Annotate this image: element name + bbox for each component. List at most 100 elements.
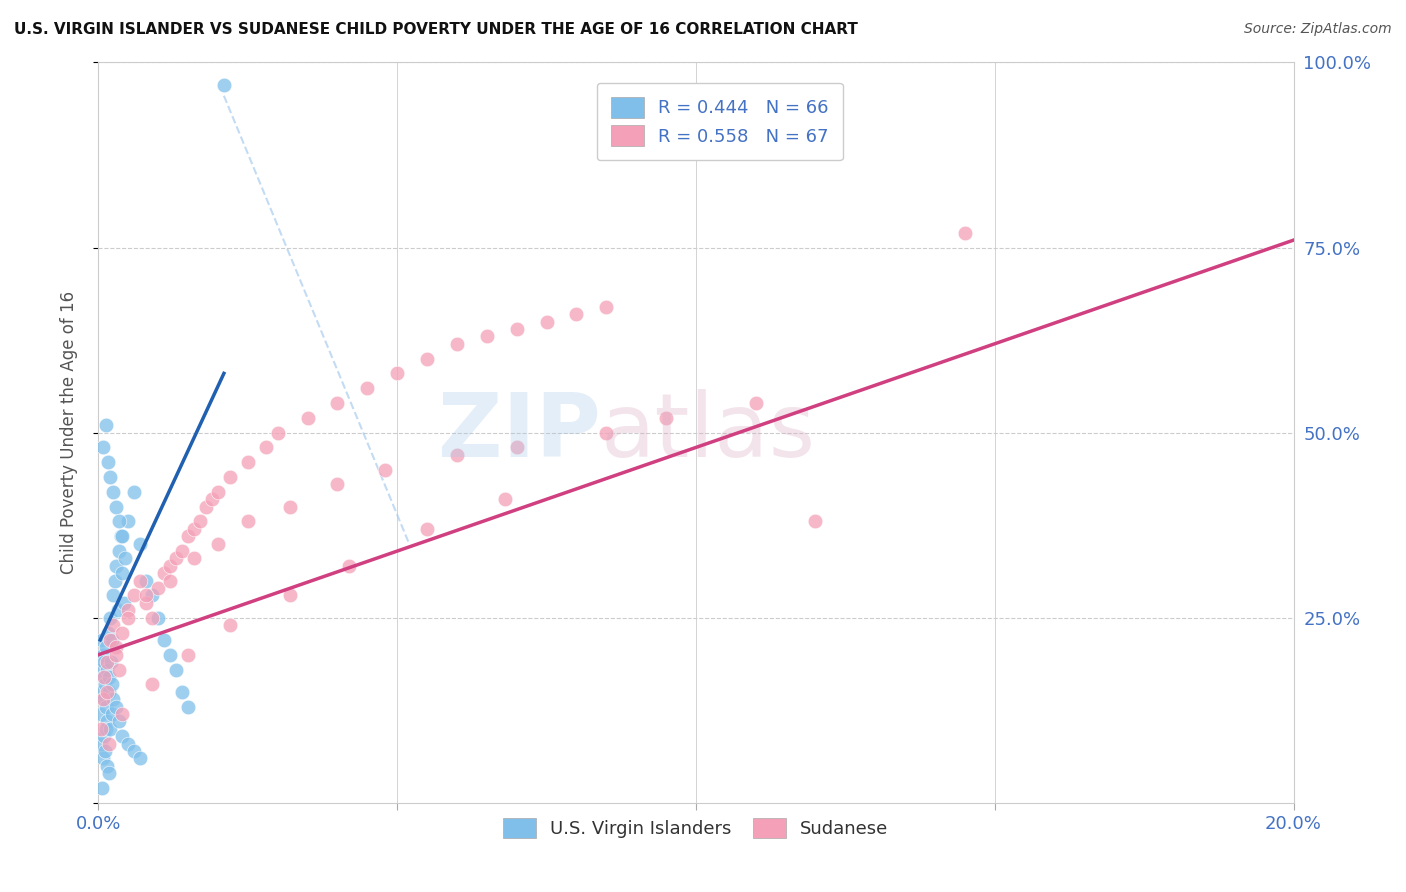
Point [108,714,131,729]
Point [103,484,125,499]
Point [212,78,235,92]
Point [195,500,218,514]
Point [114,551,136,566]
Point [326,477,349,491]
Point [111,729,134,743]
Point [188,515,211,529]
Point [595,300,617,314]
Point [506,441,529,455]
Point [172,685,194,699]
Point [153,566,176,581]
Point [165,551,187,566]
Point [446,448,468,462]
Point [506,322,529,336]
Point [96,655,118,669]
Point [91,780,114,795]
Point [148,581,170,595]
Point [494,492,516,507]
Point [91,751,114,765]
Point [105,558,128,573]
Point [108,515,131,529]
Point [90,663,112,677]
Point [98,722,122,736]
Point [183,522,205,536]
Point [91,632,114,647]
Point [90,722,112,736]
Point [385,367,409,381]
Point [105,500,128,514]
Text: atlas: atlas [600,389,815,476]
Point [135,596,157,610]
Point [565,307,588,321]
Point [98,610,122,624]
Point [207,484,229,499]
Point [100,655,122,669]
Point [96,640,118,655]
Point [159,648,181,662]
Point [141,589,163,603]
Point [172,544,194,558]
Point [112,596,135,610]
Point [141,677,163,691]
Point [98,766,121,780]
Point [96,758,118,772]
Point [177,699,200,714]
Point [110,529,132,543]
Point [93,670,115,684]
Point [103,589,125,603]
Point [117,610,139,624]
Point [124,744,146,758]
Point [111,625,134,640]
Point [165,663,187,677]
Point [374,462,396,476]
Point [108,544,131,558]
Point [159,558,181,573]
Point [100,706,122,721]
Point [101,677,124,691]
Point [117,737,139,751]
Point [94,677,117,691]
Point [91,670,114,684]
Point [278,500,301,514]
Point [236,515,259,529]
Point [97,625,120,640]
Point [446,336,468,351]
Text: Source: ZipAtlas.com: Source: ZipAtlas.com [1244,22,1392,37]
Point [148,610,170,624]
Point [93,655,115,669]
Point [105,699,128,714]
Point [129,536,152,550]
Point [141,610,163,624]
Point [129,574,152,588]
Point [111,566,134,581]
Point [94,418,117,433]
Point [219,618,242,632]
Point [111,529,134,543]
Point [90,706,112,721]
Point [595,425,617,440]
Point [124,484,146,499]
Point [804,515,827,529]
Point [254,441,277,455]
Point [91,692,114,706]
Point [96,685,118,699]
Point [219,470,242,484]
Point [297,410,319,425]
Point [103,574,125,588]
Point [356,381,378,395]
Point [236,455,259,469]
Point [745,396,768,410]
Point [105,640,128,655]
Point [98,737,121,751]
Point [953,226,976,240]
Point [100,632,122,647]
Point [135,574,157,588]
Point [94,699,117,714]
Point [177,648,200,662]
Point [93,692,115,706]
Point [89,685,111,699]
Point [97,455,120,469]
Point [655,410,678,425]
Point [103,618,125,632]
Point [129,751,152,765]
